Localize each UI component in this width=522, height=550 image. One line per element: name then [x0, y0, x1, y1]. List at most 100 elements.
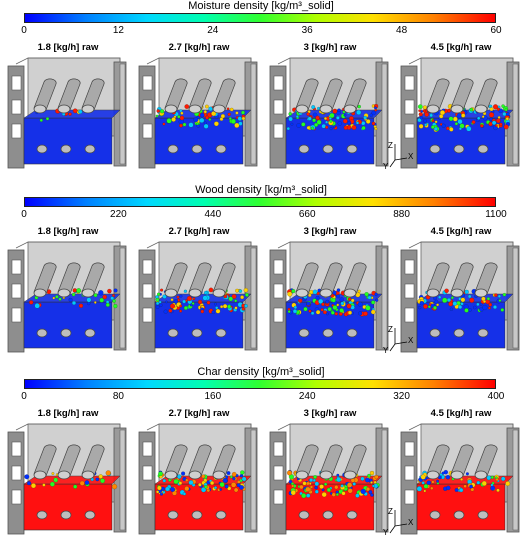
nozzle — [477, 510, 489, 520]
panel-label: 2.7 [kg/h] raw — [168, 408, 230, 419]
reactor-panel — [138, 241, 258, 353]
reactor-panel — [400, 423, 520, 535]
nozzle — [477, 328, 489, 338]
colorbar-tick-label: 36 — [301, 25, 313, 36]
nozzle — [429, 510, 441, 520]
panel-label: 3 [kg/h] raw — [303, 42, 357, 53]
density-row: Char density [kg/m³_solid] 0 80 160 240 320 40… — [0, 366, 522, 546]
nozzle — [453, 328, 465, 338]
colorbar-tick-label: 160 — [204, 391, 222, 402]
colorbar-tick-label: 60 — [490, 25, 502, 36]
nozzle — [322, 328, 334, 338]
nozzle — [36, 328, 48, 338]
colorbar-tick-label: 220 — [110, 209, 127, 220]
axis-y-label: Y — [383, 528, 389, 537]
colorbar-tick-label: 880 — [393, 209, 410, 220]
colorbar-title: Wood density [kg/m³_solid] — [195, 184, 327, 196]
colorbar — [24, 13, 496, 23]
colorbar-tick-label: 1100 — [485, 209, 507, 220]
axis-x-label: X — [408, 336, 414, 345]
panel-label: 2.7 [kg/h] raw — [168, 226, 230, 237]
axes-triad: Z X Y — [383, 507, 414, 537]
nozzle — [429, 328, 441, 338]
nozzle — [322, 510, 334, 520]
axes-triad: Z X Y — [383, 141, 414, 171]
nozzle — [84, 144, 96, 154]
nozzle — [346, 144, 358, 154]
density-row: Moisture density [kg/m³_solid] 0 12 24 36 48 6… — [0, 0, 522, 180]
nozzle — [453, 510, 465, 520]
nozzle — [191, 328, 203, 338]
nozzle — [60, 144, 72, 154]
colorbar-tick-label: 240 — [298, 391, 316, 402]
axis-x-label: X — [408, 152, 414, 161]
colorbar-tick-label: 320 — [393, 391, 410, 402]
nozzle — [346, 328, 358, 338]
colorbar — [24, 379, 496, 389]
axis-x-label: X — [408, 518, 414, 527]
nozzle — [191, 510, 203, 520]
axis-z-label: Z — [388, 325, 393, 334]
colorbar-tick-label: 0 — [21, 25, 27, 36]
reactor-panel — [7, 57, 127, 169]
axis-z-label: Z — [388, 507, 393, 516]
colorbar-tick-label: 24 — [207, 25, 219, 36]
colorbar-tick-label: 12 — [112, 25, 124, 36]
axis-y-label: Y — [383, 346, 389, 355]
nozzle — [167, 328, 179, 338]
panel-label: 4.5 [kg/h] raw — [430, 408, 492, 419]
panel-label: 4.5 [kg/h] raw — [430, 226, 492, 237]
colorbar-tick-label: 0 — [21, 209, 27, 220]
nozzle — [322, 144, 334, 154]
panel-label: 3 [kg/h] raw — [303, 226, 357, 237]
panel-label: 1.8 [kg/h] raw — [37, 42, 99, 53]
axes-triad: Z X Y — [383, 325, 414, 355]
panel-label: 1.8 [kg/h] raw — [37, 408, 99, 419]
nozzle — [36, 144, 48, 154]
panel-label: 2.7 [kg/h] raw — [168, 42, 230, 53]
nozzle — [477, 144, 489, 154]
panel-label: 4.5 [kg/h] raw — [430, 42, 492, 53]
axis-y-label: Y — [383, 162, 389, 171]
nozzle — [84, 510, 96, 520]
nozzle — [215, 510, 227, 520]
nozzle — [298, 144, 310, 154]
colorbar-tick-label: 0 — [21, 391, 27, 402]
reactor-panel — [7, 423, 127, 535]
reactor-panel — [400, 57, 520, 169]
nozzle — [298, 510, 310, 520]
nozzle — [36, 510, 48, 520]
nozzle — [215, 144, 227, 154]
axis-z-label: Z — [388, 141, 393, 150]
nozzle — [84, 328, 96, 338]
density-row: Wood density [kg/m³_solid] 0 220 440 660 880 1… — [0, 184, 522, 364]
nozzle — [346, 510, 358, 520]
nozzle — [167, 510, 179, 520]
colorbar — [24, 197, 496, 207]
reactor-panel — [400, 241, 520, 353]
nozzle — [453, 144, 465, 154]
nozzle — [298, 328, 310, 338]
panel-label: 1.8 [kg/h] raw — [37, 226, 99, 237]
colorbar-title: Moisture density [kg/m³_solid] — [188, 0, 334, 12]
colorbar-tick-label: 48 — [396, 25, 408, 36]
nozzle — [60, 328, 72, 338]
reactor-panel — [138, 423, 258, 535]
colorbar-title: Char density [kg/m³_solid] — [197, 366, 325, 378]
nozzle — [191, 144, 203, 154]
reactor-panel — [269, 241, 389, 353]
nozzle — [167, 144, 179, 154]
reactor-panel — [7, 241, 127, 353]
nozzle — [429, 144, 441, 154]
colorbar-tick-label: 80 — [112, 391, 124, 402]
panel-label: 3 [kg/h] raw — [303, 408, 357, 419]
colorbar-tick-label: 400 — [487, 391, 505, 402]
colorbar-tick-label: 440 — [204, 209, 222, 220]
nozzle — [215, 328, 227, 338]
reactor-panel — [269, 57, 389, 169]
nozzle — [60, 510, 72, 520]
reactor-panel — [269, 423, 389, 535]
reactor-panel — [138, 57, 258, 169]
colorbar-tick-label: 660 — [298, 209, 316, 220]
